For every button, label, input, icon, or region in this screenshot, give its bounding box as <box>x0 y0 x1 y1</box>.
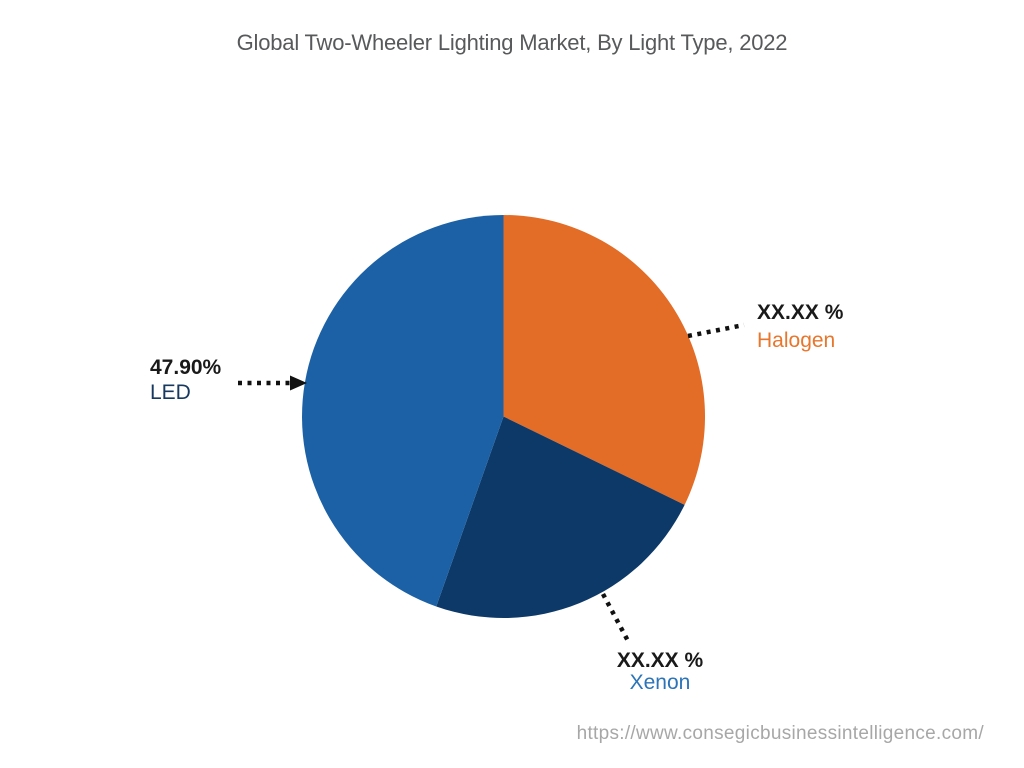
pie-slice-xenon <box>436 416 685 618</box>
chart-title: Global Two-Wheeler Lighting Market, By L… <box>236 30 788 55</box>
pie-slice-led <box>302 215 504 607</box>
halogen-value: XX.XX % <box>757 301 844 324</box>
led-slice-label: 47.90% LED <box>150 355 221 405</box>
halogen-slice-label: XX.XX % Halogen <box>757 299 843 355</box>
halogen-leader-line <box>687 322 745 339</box>
source-url: https://www.consegicbusinessintelligence… <box>576 723 984 744</box>
led-leader-arrow-head <box>290 375 307 391</box>
xenon-slice-label: XX.XX % Xenon <box>594 650 726 694</box>
led-value: 47.90% <box>150 356 222 379</box>
xenon-name: Xenon <box>629 671 691 694</box>
xenon-leader-line <box>601 592 630 643</box>
xenon-value: XX.XX % <box>616 649 704 672</box>
pie-slice-halogen <box>503 215 706 505</box>
led-name: LED <box>150 381 191 404</box>
halogen-name: Halogen <box>757 329 836 352</box>
